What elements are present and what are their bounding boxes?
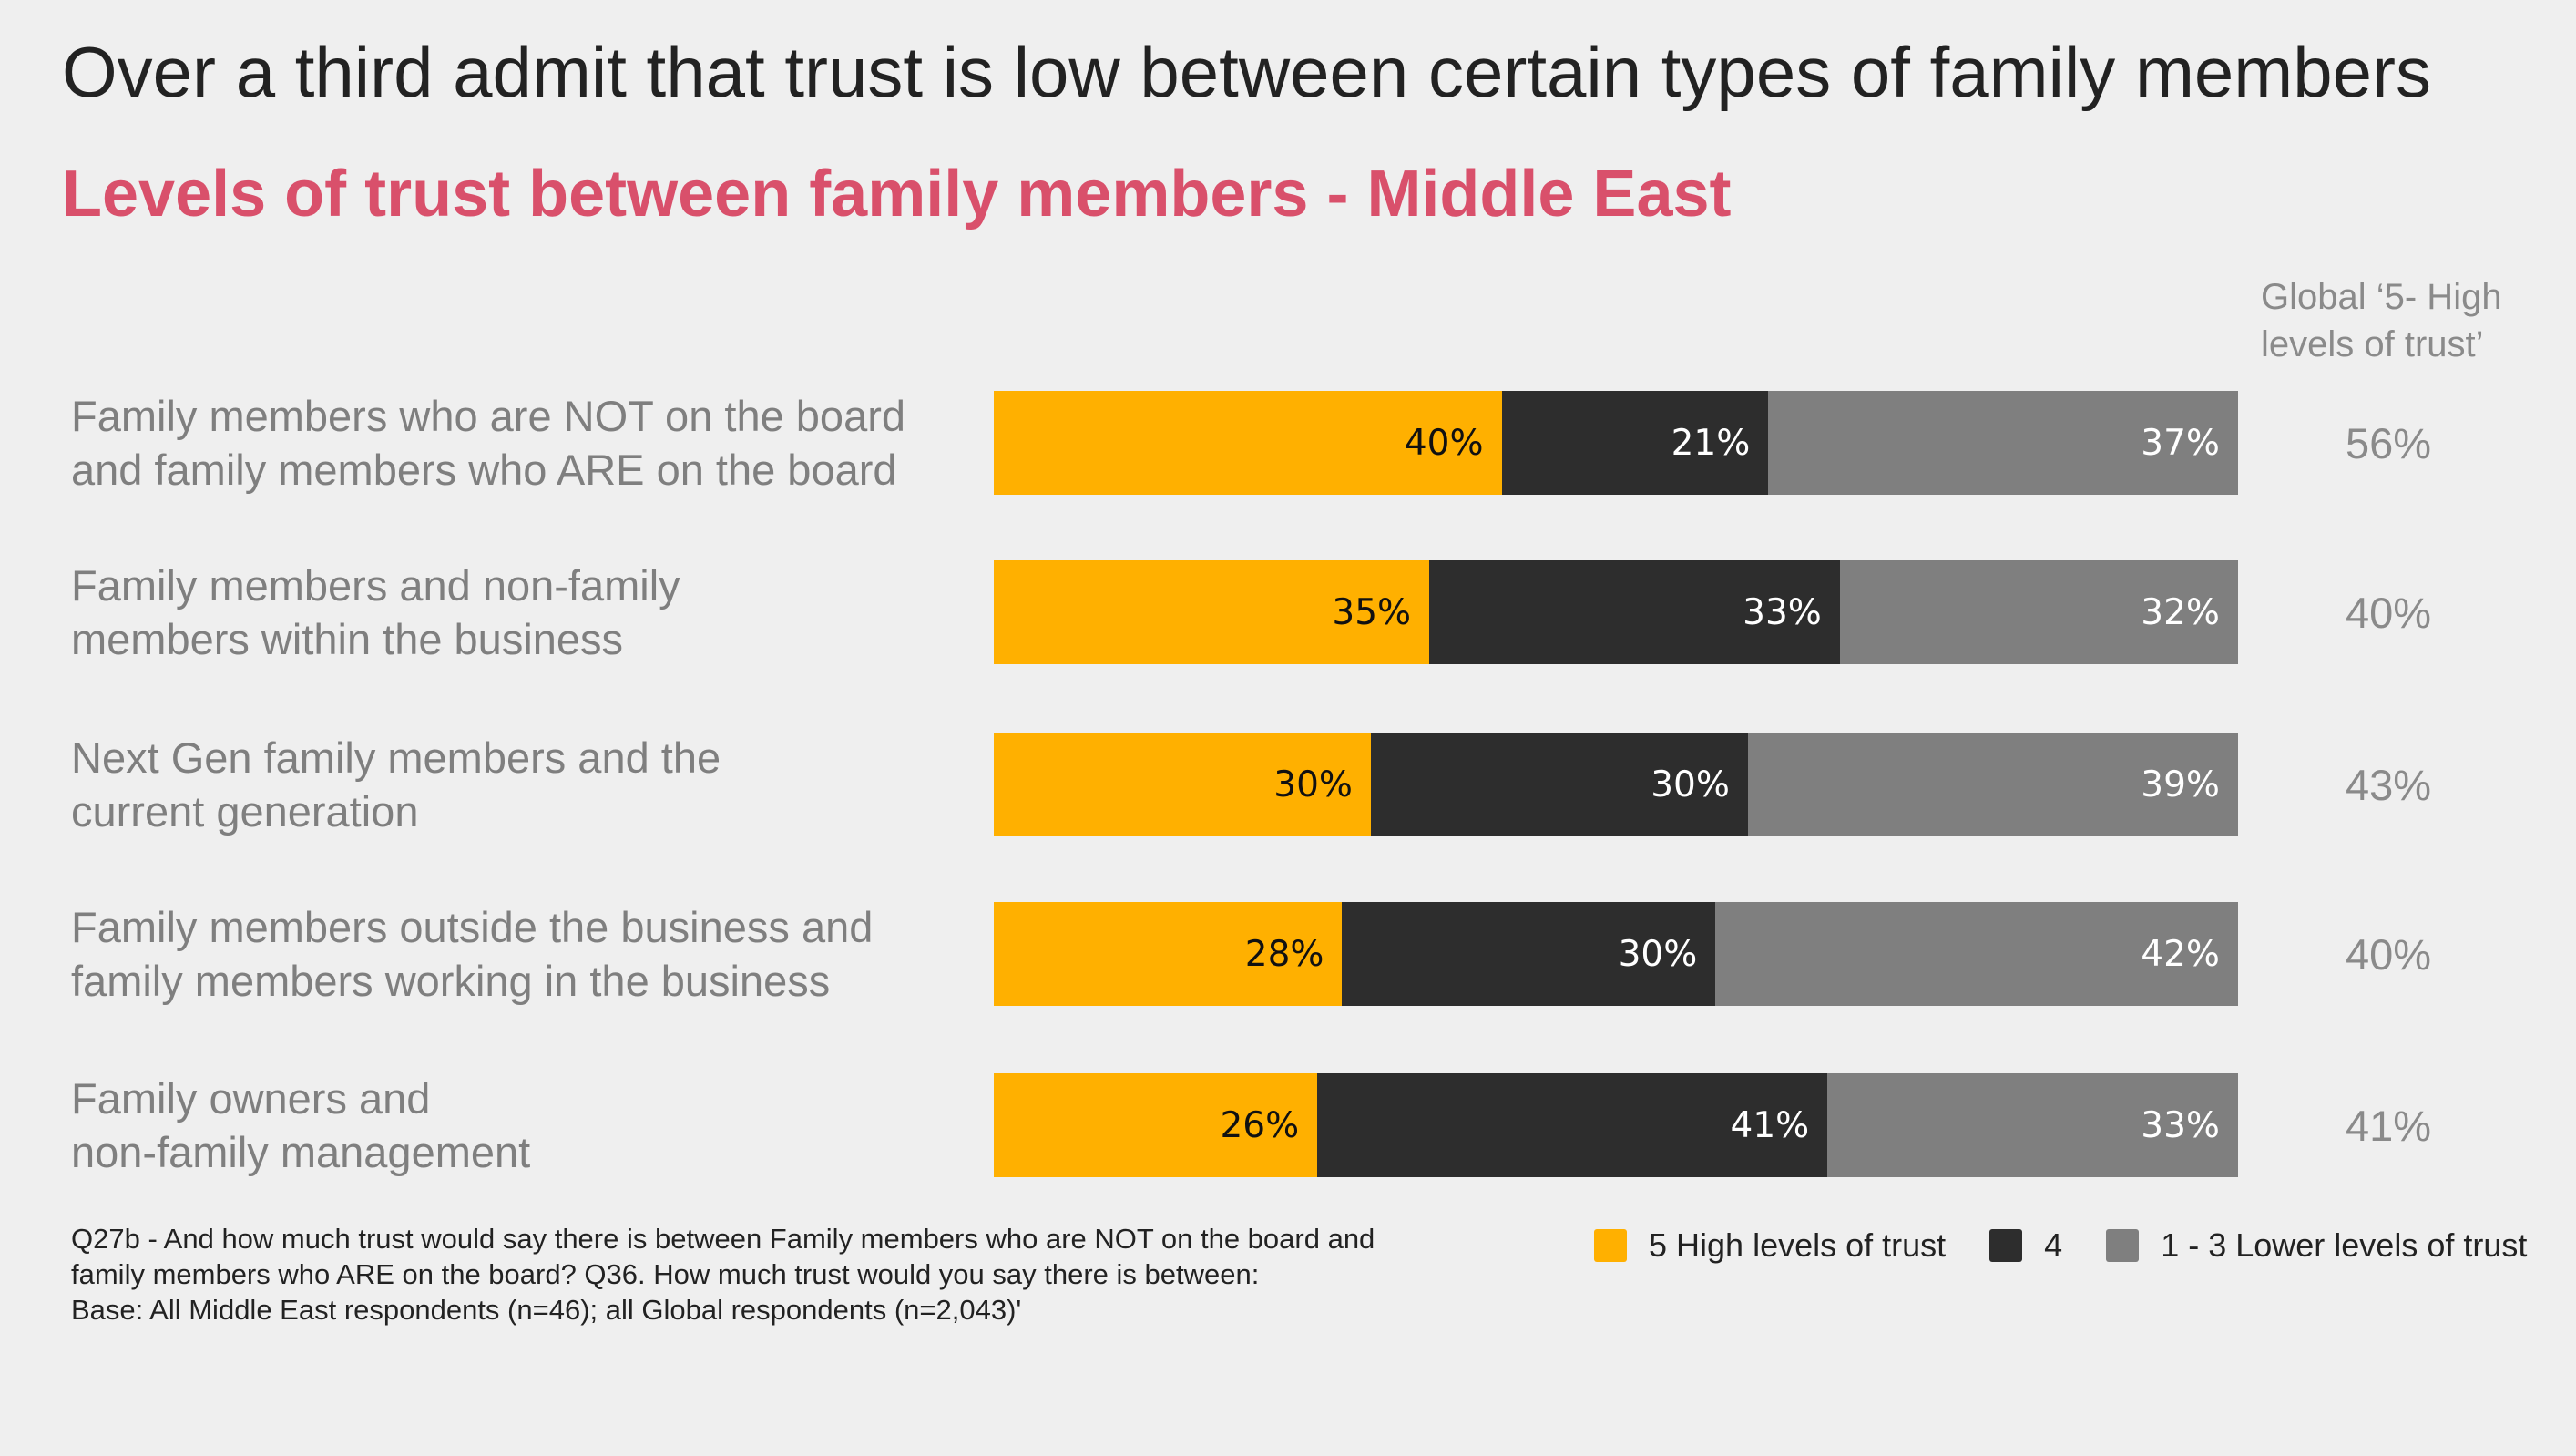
legend-swatch: [2106, 1229, 2140, 1262]
category-label: Family members outside the business and f…: [71, 900, 982, 1008]
category-label-line: family members working in the business: [71, 957, 831, 1005]
footnote: Q27b - And how much trust would say ther…: [71, 1221, 1375, 1328]
legend: 5 High levels of trust 4 1 - 3 Lower level…: [1594, 1226, 2571, 1265]
data-label: 30%: [1651, 764, 1730, 805]
bar-segment-low: 39%: [1747, 733, 2238, 836]
category-label: Family members who are NOT on the board a…: [71, 389, 982, 497]
category-label-line: members within the business: [71, 615, 624, 663]
data-label: 39%: [2141, 764, 2220, 805]
data-label: 30%: [1273, 764, 1353, 805]
footnote-line: Q27b - And how much trust would say ther…: [71, 1223, 1375, 1255]
legend-swatch: [1989, 1229, 2023, 1262]
bar-segment-four: 33%: [1429, 560, 1840, 664]
data-label: 21%: [1671, 422, 1751, 464]
category-label-line: current generation: [71, 787, 419, 836]
bar-segment-low: 33%: [1827, 1073, 2238, 1177]
global-column-header: Global ‘5- High levels of trust’: [2261, 277, 2502, 364]
data-label: 28%: [1244, 933, 1324, 975]
data-label: 32%: [2141, 591, 2220, 633]
category-label-line: non-family management: [71, 1128, 531, 1176]
bar-segment-high: 28%: [994, 902, 1343, 1006]
bar-segment-high: 35%: [994, 560, 1430, 664]
data-label: 35%: [1332, 591, 1412, 633]
slide-title: Over a third admit that trust is low bet…: [62, 32, 2432, 112]
legend-label: 1 - 3 Lower levels of trust: [2161, 1226, 2528, 1264]
bar-segment-low: 42%: [1715, 902, 2238, 1006]
legend-item: 1 - 3 Lower levels of trust: [2106, 1226, 2527, 1265]
bar-segment-four: 30%: [1342, 902, 1716, 1006]
stacked-bar: 28% 30% 42%: [994, 902, 2238, 1006]
global-value: 40%: [2346, 589, 2432, 637]
data-label: 40%: [1404, 422, 1484, 464]
category-label-line: and family members who ARE on the board: [71, 446, 897, 494]
stacked-bar: 35% 33% 32%: [994, 560, 2238, 664]
legend-swatch: [1594, 1229, 1627, 1262]
stacked-bar: 30% 30% 39%: [994, 733, 2238, 836]
bar-segment-high: 40%: [994, 391, 1502, 495]
category-label: Family members and non-family members wit…: [71, 559, 982, 666]
category-label: Family owners and non-family management: [71, 1071, 982, 1179]
legend-item: 5 High levels of trust: [1594, 1226, 1946, 1265]
global-value: 43%: [2346, 761, 2432, 809]
data-label: 42%: [2141, 933, 2220, 975]
bar-segment-four: 21%: [1501, 391, 1769, 495]
legend-item: 4: [1989, 1226, 2062, 1265]
category-label-line: Family members who are NOT on the board: [71, 392, 905, 440]
data-label: 26%: [1220, 1104, 1300, 1146]
data-label: 33%: [2141, 1104, 2220, 1146]
category-label: Next Gen family members and the current g…: [71, 731, 982, 838]
category-label-line: Next Gen family members and the: [71, 733, 721, 782]
bar-segment-high: 30%: [994, 733, 1371, 836]
category-label-line: Family owners and: [71, 1074, 431, 1123]
global-value: 56%: [2346, 419, 2432, 467]
global-value: 40%: [2346, 930, 2432, 979]
data-label: 30%: [1618, 933, 1698, 975]
bar-segment-four: 30%: [1370, 733, 1748, 836]
data-label: 33%: [1743, 591, 1822, 633]
stacked-bar: 40% 21% 37%: [994, 391, 2238, 495]
bar-segment-low: 37%: [1768, 391, 2238, 495]
data-label: 37%: [2141, 422, 2220, 464]
footnote-line: family members who ARE on the board? Q36…: [71, 1258, 1260, 1290]
category-label-line: Family members outside the business and: [71, 903, 874, 951]
footnote-line: Base: All Middle East respondents (n=46)…: [71, 1294, 1022, 1326]
global-value: 41%: [2346, 1102, 2432, 1150]
category-label-line: Family members and non-family: [71, 561, 680, 610]
bar-segment-high: 26%: [994, 1073, 1318, 1177]
legend-label: 5 High levels of trust: [1649, 1226, 1947, 1264]
data-label: 41%: [1730, 1104, 1810, 1146]
bar-segment-low: 32%: [1839, 560, 2238, 664]
bar-segment-four: 41%: [1317, 1073, 1828, 1177]
stacked-bar: 26% 41% 33%: [994, 1073, 2238, 1177]
chart-subtitle: Levels of trust between family members -…: [62, 158, 1732, 231]
legend-label: 4: [2044, 1226, 2063, 1264]
